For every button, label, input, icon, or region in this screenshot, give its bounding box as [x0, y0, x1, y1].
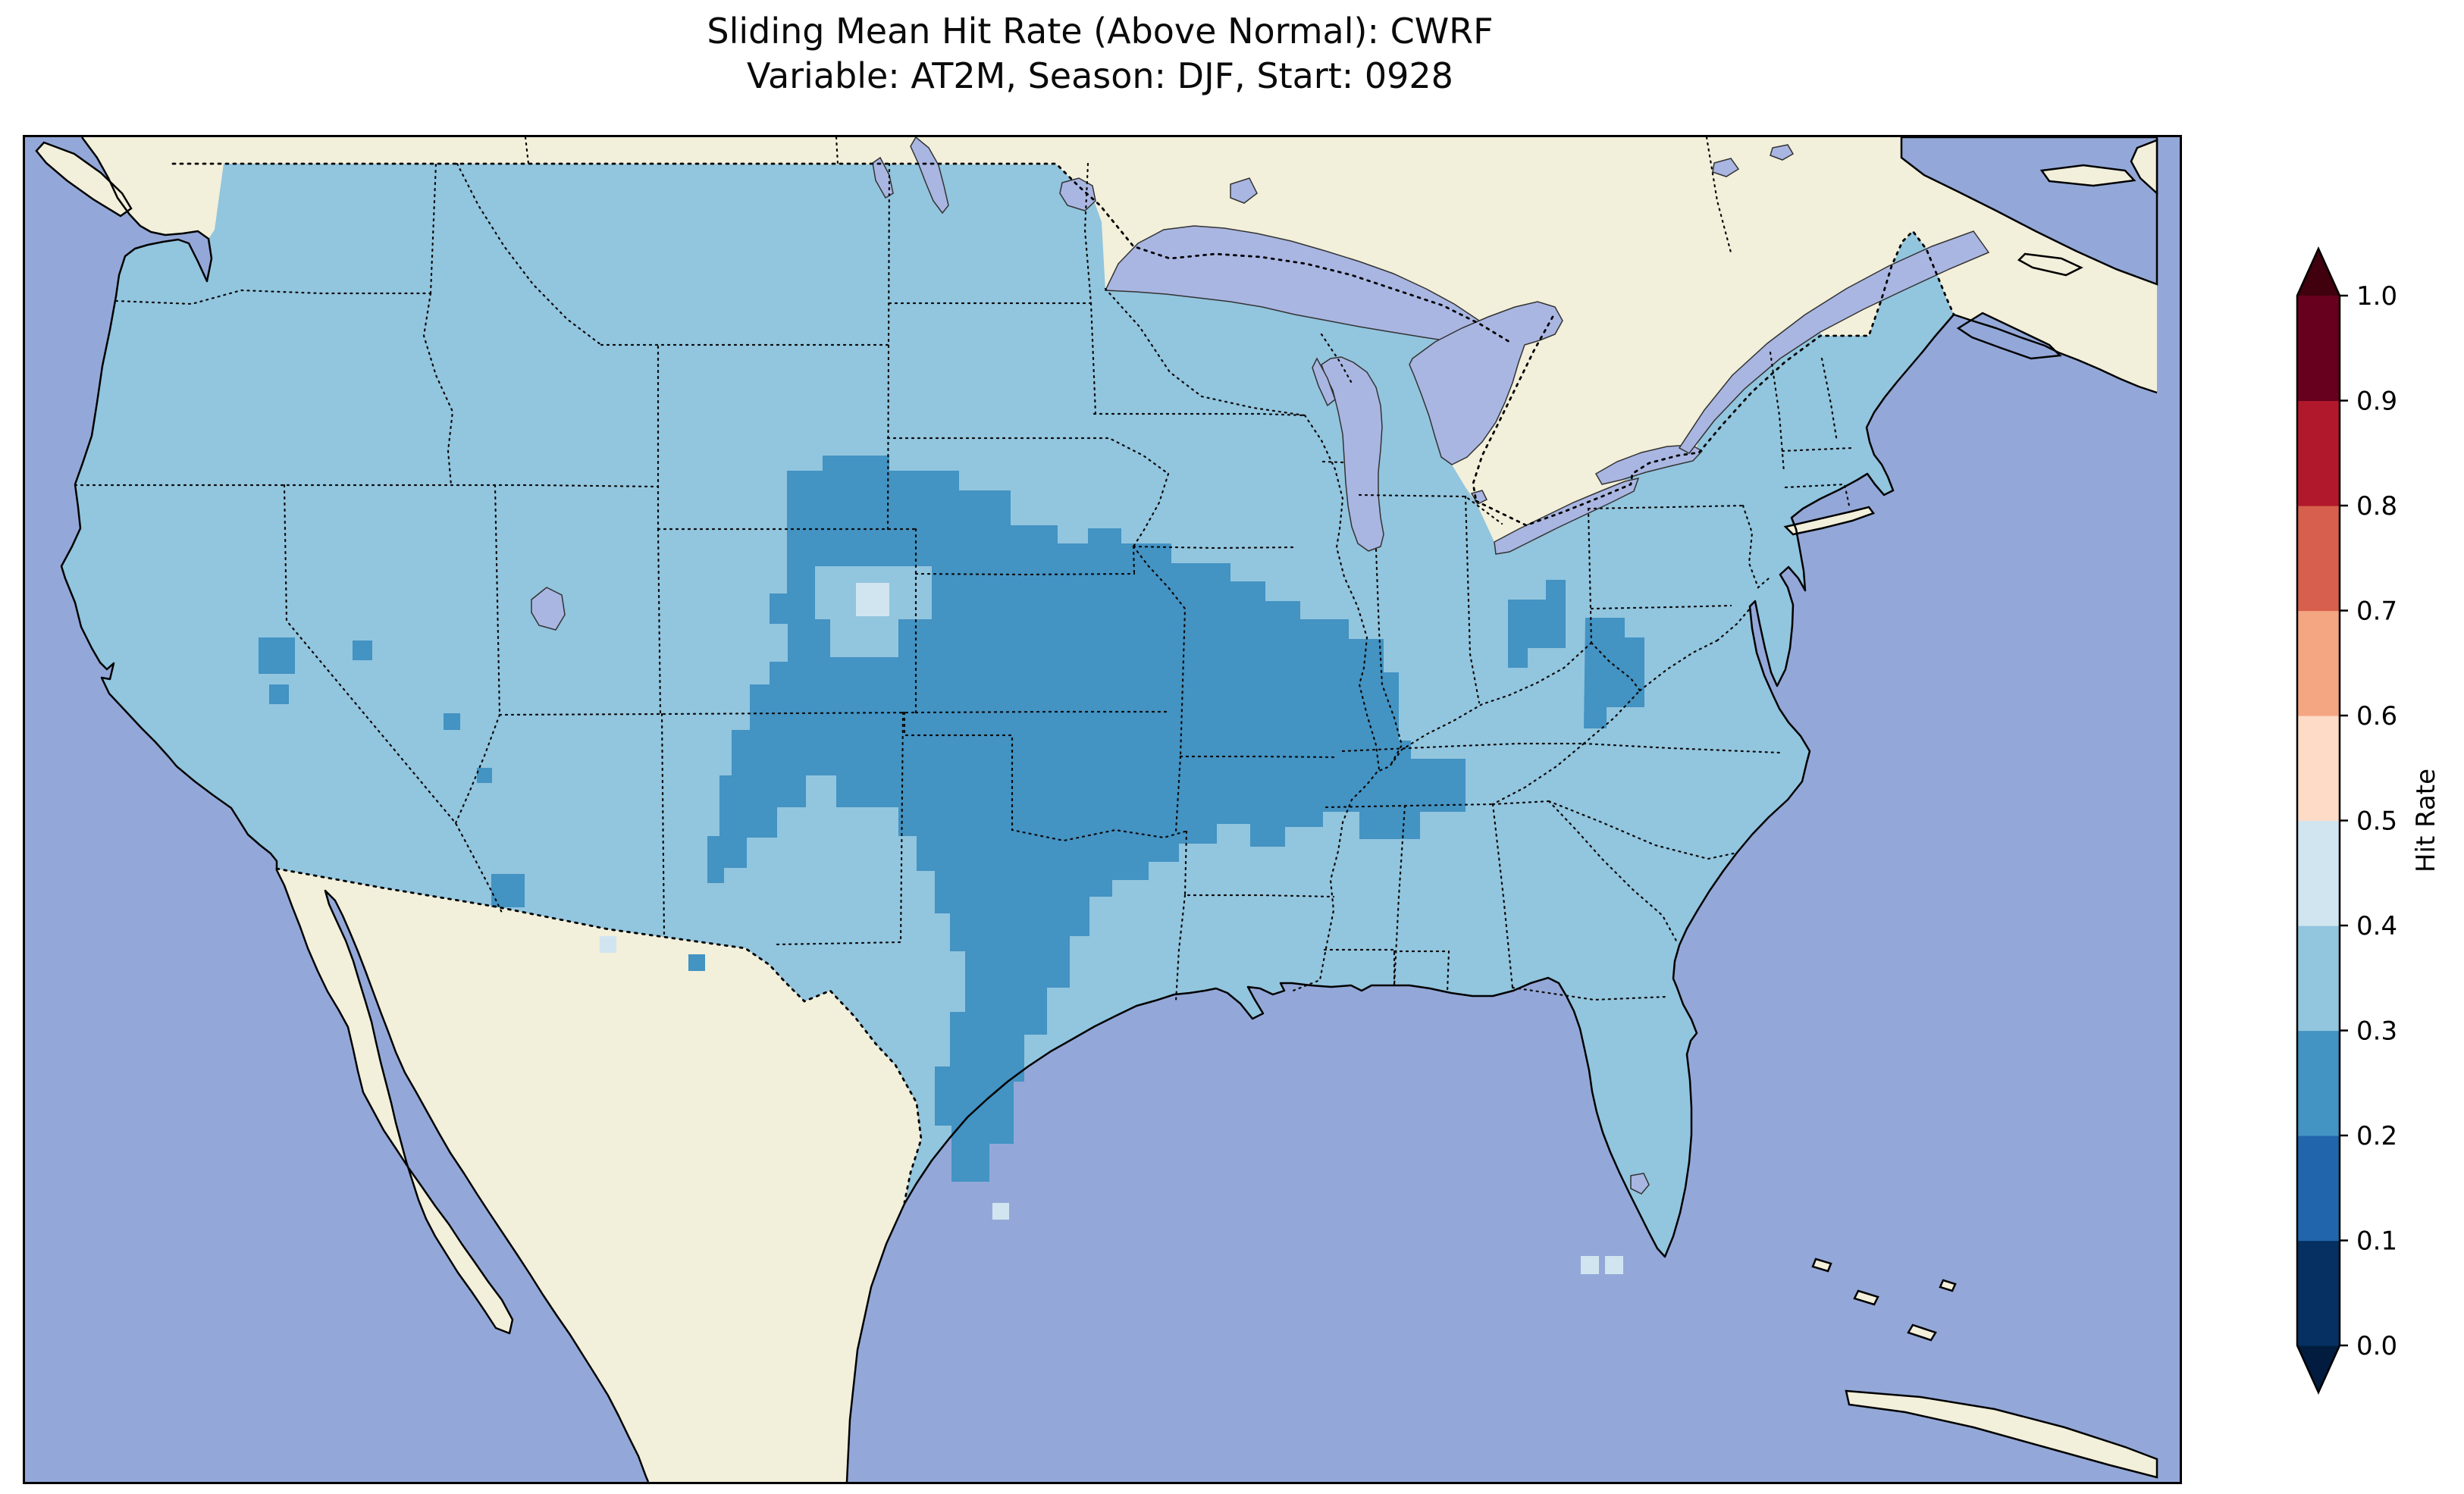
hit-rate-high-cell	[992, 1203, 1009, 1220]
colorbar-tick-label: 0.3	[2356, 1016, 2397, 1047]
colorbar: 1.0 0.9 0.8 0.7 0.6 0.5 0.4 0.3 0.2 0.1 0.0 Hit Rat…	[2278, 243, 2464, 1402]
hit-rate-low-cell	[353, 641, 372, 660]
colorbar-tick-label: 0.5	[2356, 807, 2397, 837]
hit-rate-high-cell	[1581, 1256, 1599, 1274]
colorbar-tick-label: 0.8	[2356, 491, 2397, 521]
hit-rate-low-cell	[259, 637, 295, 674]
colorbar-tick-label: 0.1	[2356, 1226, 2397, 1257]
colorbar-segment	[2297, 506, 2340, 611]
figure-title-line2: Variable: AT2M, Season: DJF, Start: 0928	[0, 54, 2200, 99]
colorbar-segment	[2297, 926, 2340, 1031]
hit-rate-high-cell	[600, 936, 616, 953]
hit-rate-high-cell	[856, 583, 889, 616]
figure-title: Sliding Mean Hit Rate (Above Normal): CW…	[0, 9, 2200, 99]
hit-rate-low-cell	[269, 684, 289, 704]
map-frame	[23, 135, 2182, 1484]
colorbar-under-arrow	[2297, 1345, 2340, 1392]
colorbar-segment	[2297, 611, 2340, 716]
colorbar-tick-label: 0.4	[2356, 911, 2397, 941]
colorbar-segment	[2297, 296, 2340, 401]
colorbar-segment	[2297, 1031, 2340, 1136]
colorbar-segment	[2297, 1135, 2340, 1241]
hit-rate-high-cell	[1605, 1256, 1623, 1274]
map-plot	[25, 137, 2180, 1482]
colorbar-tick-label: 0.6	[2356, 701, 2397, 731]
colorbar-segment	[2297, 716, 2340, 821]
colorbar-segment	[2297, 821, 2340, 926]
hit-rate-low-cell	[688, 954, 705, 971]
colorbar-tick-label: 0.7	[2356, 597, 2397, 627]
colorbar-tick-label: 1.0	[2356, 281, 2397, 312]
colorbar-tick-label: 0.9	[2356, 387, 2397, 417]
hit-rate-low-cell	[491, 874, 525, 907]
colorbar-tick-label: 0.0	[2356, 1331, 2397, 1361]
colorbar-segment	[2297, 1241, 2340, 1346]
hit-rate-low-cell	[477, 768, 492, 783]
colorbar-axis-label: Hit Rate	[2411, 769, 2441, 872]
figure-title-line1: Sliding Mean Hit Rate (Above Normal): CW…	[0, 9, 2200, 54]
hit-rate-low-cell	[444, 713, 460, 730]
colorbar-over-arrow	[2297, 249, 2340, 296]
colorbar-segment	[2297, 401, 2340, 506]
colorbar-tick-label: 0.2	[2356, 1121, 2397, 1151]
